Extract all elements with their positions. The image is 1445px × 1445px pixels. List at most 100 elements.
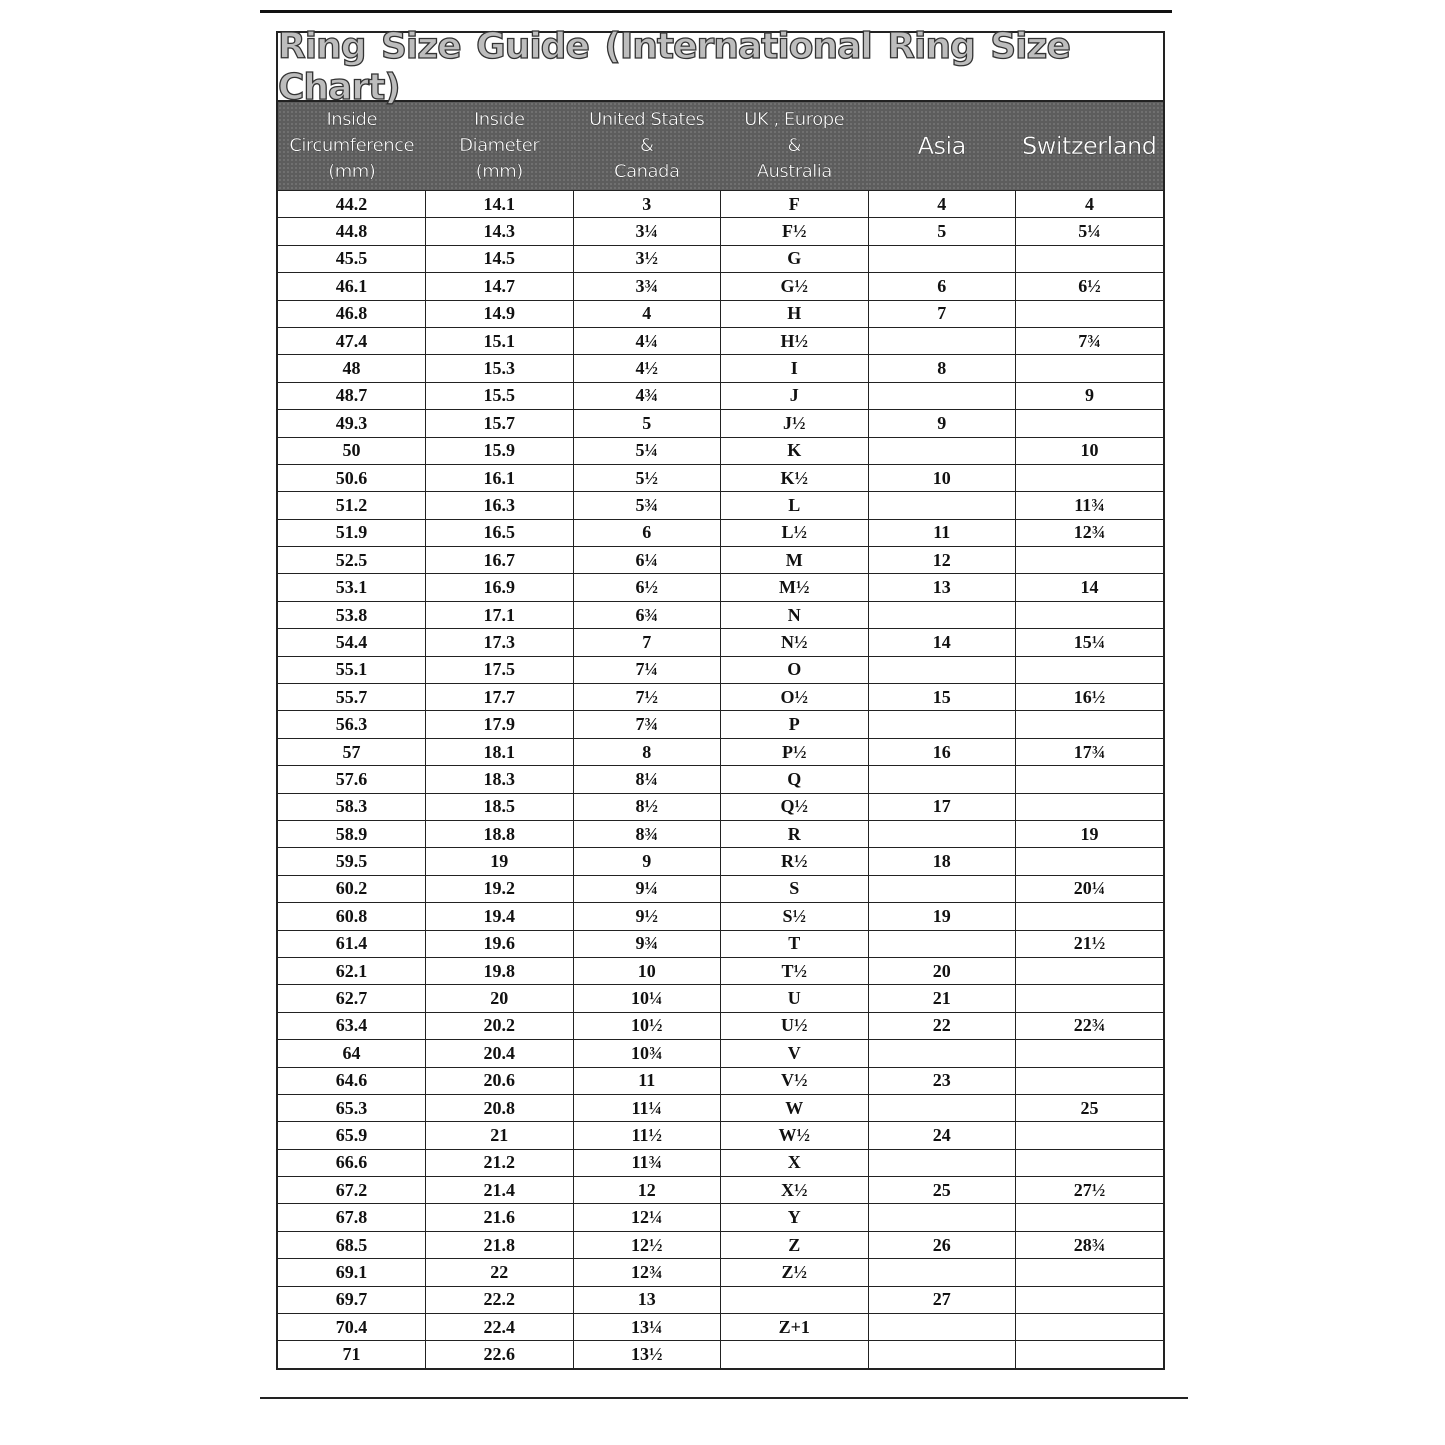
cell-asia [867,1203,1016,1232]
cell-circumference: 71 [278,1340,426,1368]
cell-circumference: 59.5 [278,847,426,876]
cell-asia: 17 [867,792,1016,821]
cell-diameter: 21.8 [425,1230,574,1260]
header-circumference: Inside Circumference (mm) [278,102,426,191]
table-row: 65.3 20.8 11¼ W 25 [278,1093,1163,1123]
cell-circumference: 44.8 [278,217,426,246]
cell-uk-europe-australia: J [720,381,869,411]
cell-diameter: 14.1 [425,189,574,219]
cell-diameter: 17.1 [425,600,574,630]
cell-asia [867,1313,1016,1342]
cell-asia: 23 [867,1066,1016,1095]
cell-asia [867,1039,1016,1068]
cell-asia: 11 [867,518,1016,548]
cell-uk-europe-australia: F [720,189,869,219]
cell-circumference: 69.7 [278,1285,426,1315]
cell-uk-europe-australia: L½ [720,518,869,548]
cell-us-canada: 11½ [572,1121,721,1150]
cell-switzerland: 22¾ [1015,1011,1163,1041]
header-line: Asia [917,132,966,160]
cell-circumference: 51.2 [278,491,426,520]
table-row: 65.9 21 11½ W½ 24 [278,1121,1163,1150]
cell-circumference: 52.5 [278,546,426,575]
cell-circumference: 50.6 [278,463,426,493]
cell-circumference: 62.7 [278,984,426,1013]
cell-switzerland [1015,1203,1163,1232]
cell-asia [867,1093,1016,1123]
table-row: 48 15.3 4½ I 8 [278,354,1163,383]
cell-switzerland [1015,956,1163,986]
table-row: 58.3 18.5 8½ Q½ 17 [278,792,1163,821]
cell-circumference: 53.1 [278,573,426,602]
cell-switzerland: 12¾ [1015,518,1163,548]
cell-switzerland [1015,1039,1163,1068]
header-line: & [787,135,802,156]
cell-circumference: 44.2 [278,189,426,219]
table-row: 52.5 16.7 6¼ M 12 [278,546,1163,575]
header-line: & [639,135,654,156]
cell-asia: 4 [867,189,1016,219]
cell-switzerland: 5¼ [1015,217,1163,246]
size-table: Inside Circumference (mm) Inside Diameter (mm… [278,102,1163,1368]
cell-circumference: 63.4 [278,1011,426,1041]
cell-us-canada: 4½ [572,354,721,383]
cell-us-canada: 5¼ [572,436,721,465]
cell-circumference: 67.8 [278,1203,426,1232]
cell-circumference: 65.9 [278,1121,426,1150]
cell-uk-europe-australia: F½ [720,217,869,246]
cell-asia: 15 [867,683,1016,712]
cell-uk-europe-australia: K½ [720,463,869,493]
cell-diameter: 19.2 [425,874,574,904]
cell-circumference: 68.5 [278,1230,426,1260]
cell-us-canada: 3¼ [572,217,721,246]
cell-us-canada: 11¾ [572,1148,721,1178]
cell-diameter: 14.3 [425,217,574,246]
cell-asia: 24 [867,1121,1016,1150]
cell-circumference: 66.6 [278,1148,426,1178]
cell-asia [867,244,1016,274]
cell-circumference: 64 [278,1039,426,1068]
cell-switzerland [1015,1258,1163,1287]
cell-switzerland: 25 [1015,1093,1163,1123]
header-line: UK , Europe [744,109,845,130]
cell-switzerland: 16½ [1015,683,1163,712]
cell-us-canada: 5 [572,409,721,438]
header-row: Inside Circumference (mm) Inside Diameter (mm… [278,102,1163,191]
cell-us-canada: 10½ [572,1011,721,1041]
cell-switzerland: 4 [1015,189,1163,219]
cell-switzerland [1015,463,1163,493]
cell-diameter: 19.4 [425,902,574,931]
cell-us-canada: 13¼ [572,1313,721,1342]
cell-circumference: 46.1 [278,272,426,301]
top-rule [260,10,1172,13]
cell-switzerland [1015,792,1163,821]
cell-circumference: 64.6 [278,1066,426,1095]
table-row: 50 15.9 5¼ K 10 [278,436,1163,465]
table-row: 50.6 16.1 5½ K½ 10 [278,463,1163,493]
cell-uk-europe-australia: P [720,710,869,739]
cell-us-canada: 4 [572,299,721,328]
cell-asia [867,655,1016,685]
cell-us-canada: 3¾ [572,272,721,301]
cell-circumference: 61.4 [278,929,426,958]
cell-switzerland [1015,299,1163,328]
cell-us-canada: 13½ [572,1340,721,1368]
cell-asia [867,491,1016,520]
cell-switzerland: 19 [1015,819,1163,849]
cell-circumference: 50 [278,436,426,465]
header-line: Canada [614,161,680,182]
cell-diameter: 21.6 [425,1203,574,1232]
cell-uk-europe-australia: Y [720,1203,869,1232]
cell-us-canada: 7 [572,628,721,657]
cell-circumference: 54.4 [278,628,426,657]
cell-switzerland: 20¼ [1015,874,1163,904]
cell-uk-europe-australia: X½ [720,1176,869,1205]
cell-switzerland [1015,847,1163,876]
cell-circumference: 60.8 [278,902,426,931]
cell-switzerland [1015,1121,1163,1150]
cell-switzerland [1015,1313,1163,1342]
table-row: 57 18.1 8 P½ 16 17¾ [278,737,1163,767]
cell-diameter: 17.7 [425,683,574,712]
cell-uk-europe-australia: U [720,984,869,1013]
table-row: 70.4 22.4 13¼ Z+1 [278,1313,1163,1342]
